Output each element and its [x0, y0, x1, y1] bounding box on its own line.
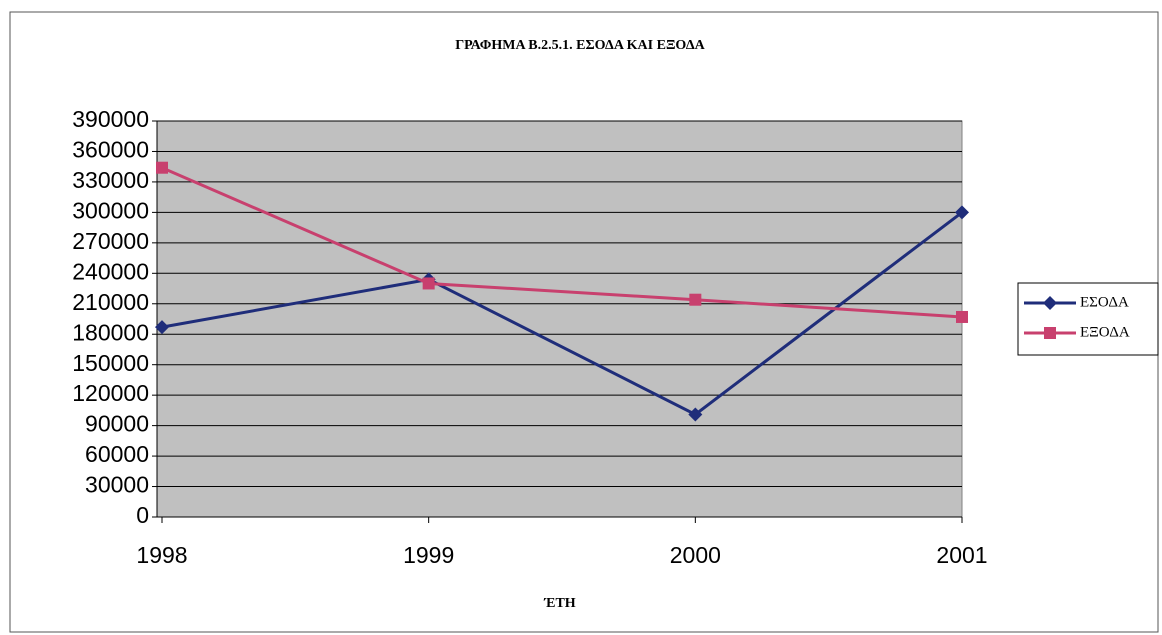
y-tick-label: 390000 — [72, 106, 149, 132]
y-tick-label: 180000 — [72, 319, 149, 345]
y-tick-label: 330000 — [72, 167, 149, 193]
y-tick-label: 60000 — [85, 441, 149, 467]
data-point — [688, 407, 703, 422]
x-tick-label: 2001 — [936, 542, 987, 568]
data-point — [956, 310, 968, 323]
legend-marker — [1043, 296, 1057, 310]
data-point — [955, 205, 969, 220]
y-tick-label: 360000 — [72, 137, 149, 163]
data-point — [422, 277, 435, 290]
legend-label: ΕΞΟΔΑ — [1080, 324, 1130, 340]
y-tick-label: 240000 — [72, 258, 149, 284]
y-tick-label: 0 — [136, 502, 149, 528]
y-tick-label: 30000 — [85, 472, 149, 498]
series-line — [161, 211, 963, 417]
y-tick-label: 90000 — [85, 411, 149, 437]
data-point — [156, 161, 168, 174]
x-tick-label: 1999 — [403, 542, 454, 568]
y-tick-label: 210000 — [72, 289, 149, 315]
plot-area — [156, 120, 963, 518]
data-point — [689, 293, 702, 306]
legend-label: ΕΣΟΔΑ — [1080, 294, 1129, 310]
y-tick-label: 120000 — [72, 380, 149, 406]
x-axis-label: ΈΤΗ — [543, 596, 576, 611]
x-tick-label: 2000 — [670, 542, 721, 568]
y-tick-label: 270000 — [72, 228, 149, 254]
x-tick-label: 1998 — [136, 542, 187, 568]
y-tick-label: 150000 — [72, 350, 149, 376]
y-tick-label: 300000 — [72, 197, 149, 223]
legend — [1017, 282, 1159, 356]
series-line — [161, 166, 963, 319]
legend-marker — [1044, 327, 1056, 339]
chart-title: ΓΡΑΦΗΜΑ Β.2.5.1. ΕΣΟΔΑ ΚΑΙ ΕΞΟΔΑ — [455, 38, 705, 53]
data-point — [155, 320, 169, 335]
